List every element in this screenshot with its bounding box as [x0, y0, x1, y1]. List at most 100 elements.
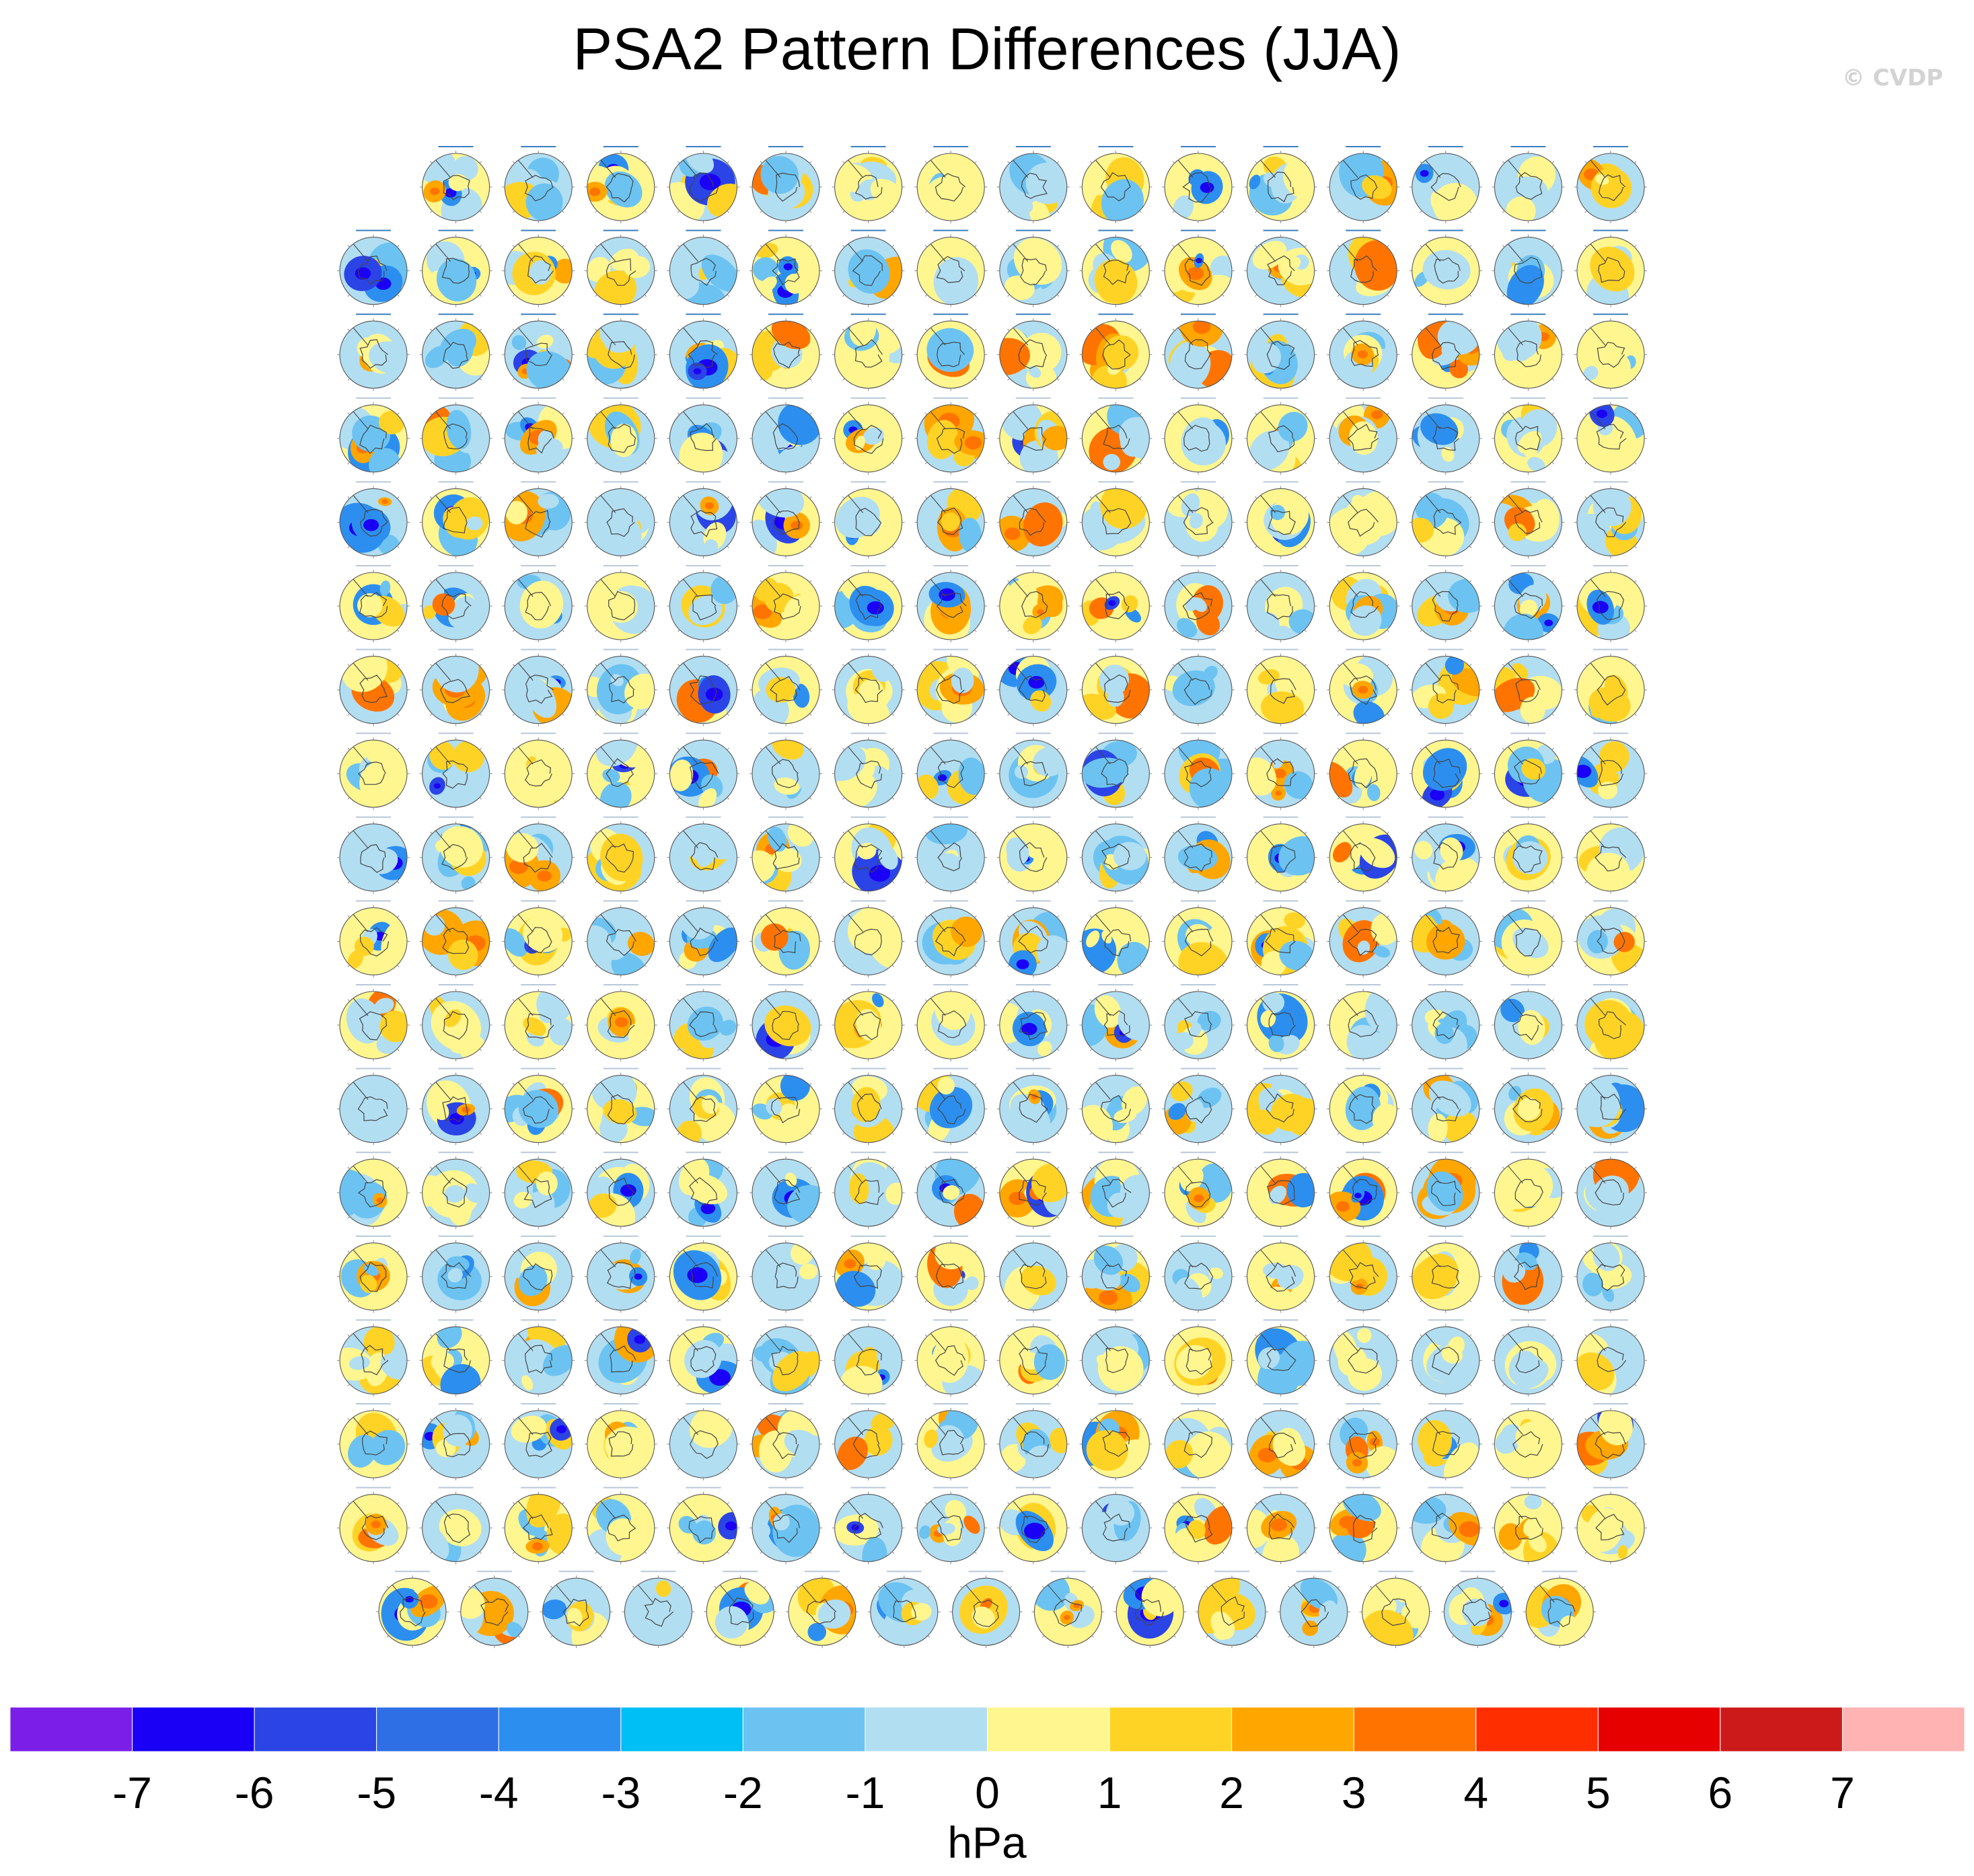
panel-caption [686, 1067, 721, 1070]
psa2-panel [1327, 984, 1400, 1061]
psa2-panel [337, 313, 410, 391]
psa2-panel [584, 1067, 657, 1146]
antarctica-coastline [1512, 1431, 1543, 1458]
antarctica-coastline [1433, 841, 1459, 870]
panel-caption [768, 816, 803, 818]
psa2-panel [419, 229, 492, 307]
psa2-panel [832, 1152, 905, 1230]
panel-caption [1346, 1152, 1381, 1154]
psa2-panel [1492, 313, 1565, 391]
psa2-panel [914, 229, 988, 307]
panel-caption [1098, 1067, 1134, 1070]
psa2-panel [750, 146, 822, 223]
antarctica-coastline [608, 1177, 636, 1206]
panel-caption [521, 397, 556, 399]
antarctica-coastline [1101, 758, 1129, 787]
antarctica-coastline [442, 760, 468, 789]
panel-caption [1593, 1319, 1628, 1321]
panel-caption [1181, 313, 1216, 315]
panel-caption [521, 146, 556, 147]
panel-caption [1593, 229, 1628, 231]
psa2-panel [419, 984, 492, 1061]
panel-caption [1098, 816, 1134, 818]
antarctica-coastline [1434, 257, 1461, 284]
panel-caption [1181, 1067, 1216, 1070]
psa2-panel [996, 648, 1070, 726]
antarctica-coastline [689, 172, 719, 202]
panel-caption [1181, 648, 1216, 650]
antarctica-coastline [773, 593, 801, 620]
psa2-panel [1079, 648, 1153, 726]
panel-caption [933, 481, 969, 483]
antarctica-coastline [1019, 507, 1046, 536]
antarctica-coastline [690, 928, 719, 956]
panel-caption [1263, 313, 1299, 315]
antarctica-coastline [853, 424, 884, 454]
psa2-panel [996, 1235, 1070, 1313]
panel-caption [1593, 1487, 1628, 1489]
psa2-panel [667, 397, 740, 475]
panel-caption [1428, 984, 1463, 985]
psa2-panel [1079, 733, 1153, 811]
antarctica-coastline [442, 1096, 468, 1123]
psa2-panel [914, 565, 988, 642]
panel-caption [686, 1235, 721, 1237]
antarctica-coastline [1268, 1513, 1294, 1540]
psa2-panel [667, 313, 740, 391]
antarctica-coastline [1182, 592, 1213, 620]
antarctica-coastline [1349, 675, 1377, 705]
psa2-panel [502, 565, 575, 642]
psa2-panel [996, 313, 1070, 391]
panel-caption [521, 1235, 556, 1237]
panel-caption [933, 1067, 969, 1070]
panel-caption [933, 397, 969, 399]
psa2-panel [1162, 1403, 1235, 1480]
psa2-panel [1409, 565, 1482, 642]
panel-caption [1510, 1487, 1546, 1489]
panel-caption [686, 984, 721, 985]
antarctica-coastline [525, 759, 552, 787]
antarctica-coastline [606, 508, 635, 537]
psa2-panel [584, 481, 657, 559]
panel-caption [1510, 1235, 1546, 1237]
psa2-panel [1492, 1319, 1565, 1397]
colorbar-tick-label: -4 [479, 1768, 519, 1817]
antarctica-coastline [522, 1263, 553, 1291]
antarctica-coastline [689, 1430, 719, 1460]
panel-caption [686, 900, 721, 902]
psa2-panel [667, 1319, 740, 1397]
antarctica-coastline [1514, 509, 1543, 534]
psa2-panel [1409, 733, 1482, 811]
panel-caption [1015, 565, 1051, 566]
panel-caption [356, 1487, 391, 1489]
antarctica-coastline [1348, 1347, 1379, 1374]
psa2-panel [584, 565, 657, 642]
antarctica-coastline [608, 423, 636, 453]
psa2-panel [996, 146, 1070, 223]
panel-caption [1098, 984, 1134, 985]
psa2-panel [1492, 397, 1565, 475]
panel-caption [438, 1067, 474, 1070]
antarctica-coastline [690, 510, 718, 537]
antarctica-coastline [527, 426, 554, 454]
antarctica-coastline [937, 1010, 967, 1039]
psa2-panel [376, 1571, 449, 1649]
psa2-panel [996, 481, 1070, 559]
panel-caption [933, 733, 969, 735]
panel-caption [1593, 733, 1628, 735]
panel-caption [603, 1319, 638, 1321]
panel-caption [1296, 1571, 1331, 1573]
panel-caption [933, 565, 969, 566]
antarctica-coastline [852, 255, 883, 287]
psa2-panel [1162, 1487, 1235, 1565]
antarctica-coastline [690, 1346, 717, 1373]
antarctica-coastline [1018, 675, 1048, 702]
panel-caption [768, 1152, 803, 1154]
panel-caption [933, 1487, 969, 1489]
panel-caption [1015, 900, 1051, 902]
panel-caption [603, 397, 638, 399]
panel-caption [1346, 816, 1381, 818]
antarctica-coastline [1266, 758, 1296, 786]
psa2-panel [337, 733, 410, 811]
antarctica-coastline [361, 1430, 388, 1456]
